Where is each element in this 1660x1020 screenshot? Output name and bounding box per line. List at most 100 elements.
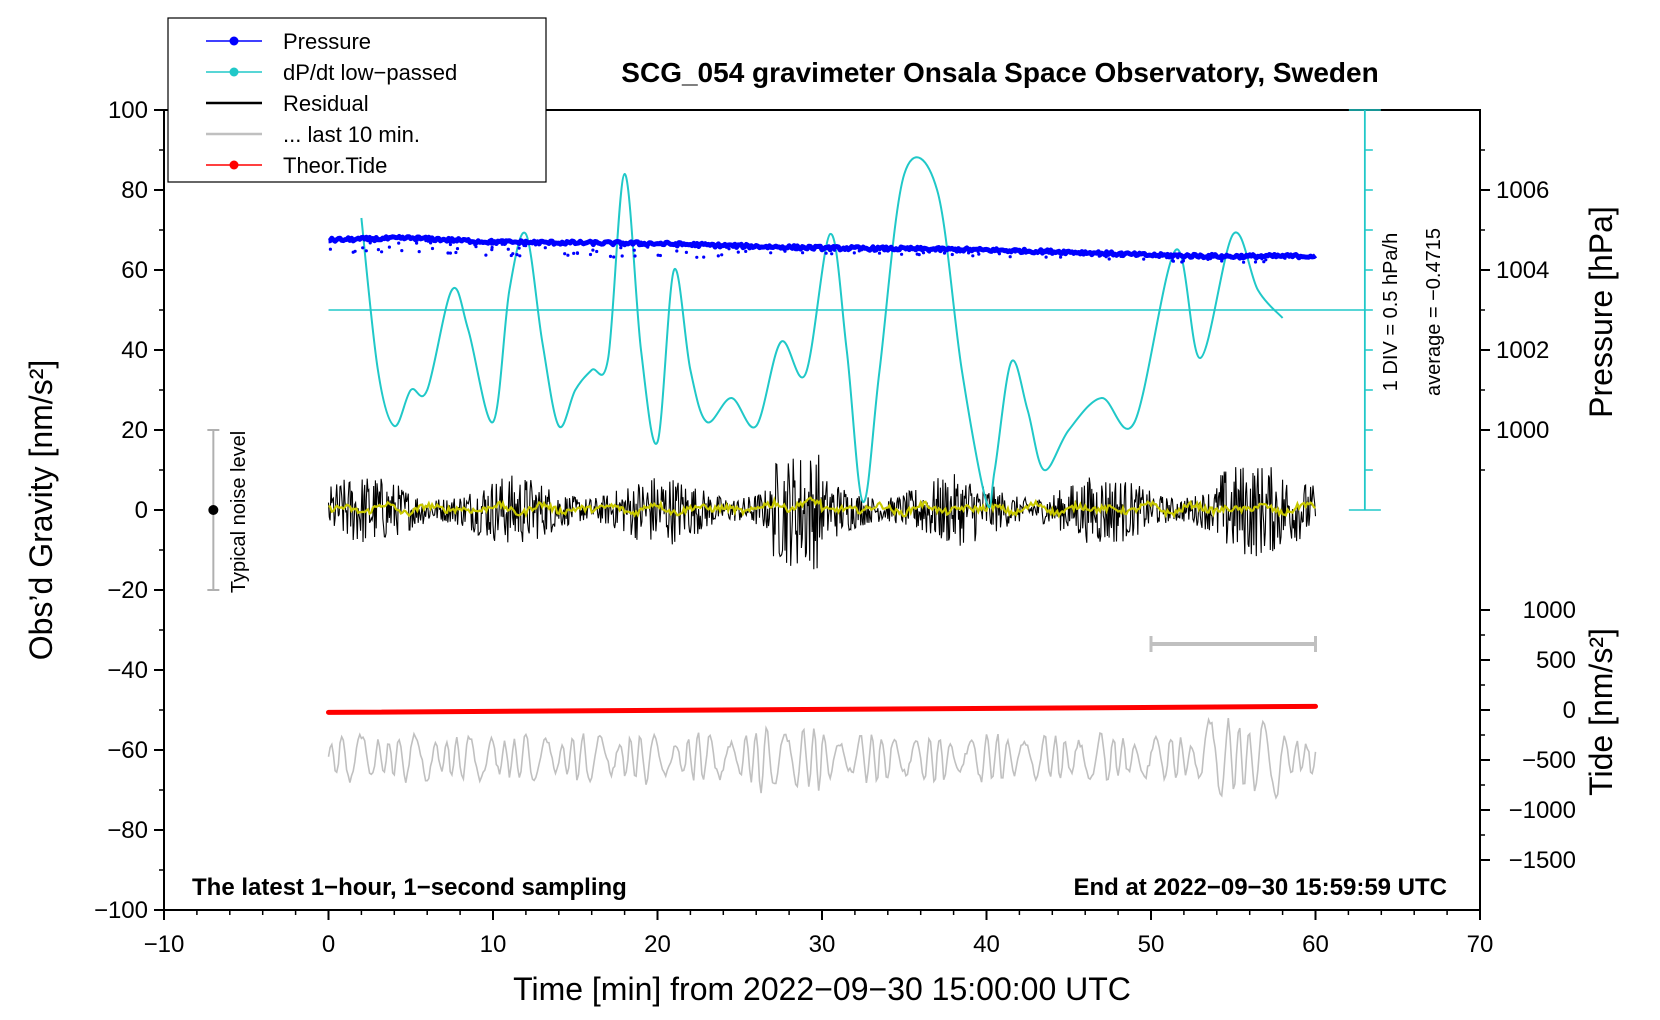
y-tick-label: 100 [108, 97, 148, 124]
pressure-point [328, 247, 332, 251]
y-tick-label: −40 [107, 657, 148, 684]
pressure-point [595, 249, 599, 254]
pressure-point [1165, 256, 1169, 260]
pressure-point [801, 251, 805, 255]
legend-marker [229, 67, 239, 77]
pressure-point [1262, 260, 1266, 264]
pressure-point [917, 253, 921, 257]
pressure-point [720, 253, 724, 257]
pressure-point [1206, 257, 1210, 261]
pressure-point [1171, 259, 1175, 263]
legend-marker [229, 160, 239, 170]
pressure-point [695, 255, 699, 259]
pressure-point [511, 252, 515, 256]
noise-label: Typical noise level [228, 431, 250, 593]
pressure-point [1097, 254, 1101, 258]
pressure-point [1220, 259, 1224, 263]
pressure-point [852, 251, 856, 255]
bottom-left-note: The latest 1−hour, 1−second sampling [192, 874, 627, 901]
pressure-point [900, 252, 904, 256]
pressure-point [832, 248, 837, 252]
y-tick-label: 40 [121, 337, 148, 364]
pressure-point [588, 252, 593, 257]
pressure-point [424, 239, 428, 243]
pressure-point [430, 246, 435, 251]
pressure-point [971, 254, 975, 258]
pressure-point [518, 254, 522, 258]
tide-axis-ticks: 1000 500 0 −500 −1000 −1500 [1480, 597, 1576, 874]
pressure-point [646, 245, 650, 249]
tide-tick-label: −1000 [1509, 797, 1576, 824]
pressure-point [515, 253, 519, 257]
residual-line [327, 454, 1317, 570]
series-dpdt [328, 156, 1365, 509]
legend-label: dP/dt low−passed [283, 60, 457, 85]
series-theor-tide [326, 703, 1318, 715]
residual-smoothed-line [328, 496, 1316, 519]
x-tick-label: 0 [322, 931, 335, 958]
pressure-point [1031, 250, 1035, 254]
pressure-point [930, 248, 934, 252]
pressure-point [1049, 251, 1053, 255]
pressure-point [727, 247, 731, 251]
div-label: 1 DIV = 0.5 hPa/h [1380, 233, 1402, 391]
y-tick-label: −60 [107, 737, 148, 764]
chart-title: SCG_054 gravimeter Onsala Space Observat… [621, 57, 1378, 88]
pressure-point [484, 253, 488, 257]
pressure-point [415, 238, 419, 242]
pressure-point [783, 249, 787, 253]
pressure-point [717, 244, 721, 248]
pressure-point [950, 252, 954, 257]
pressure-point [878, 248, 882, 252]
pressure-point [684, 250, 689, 254]
pressure-point [494, 241, 498, 245]
y-axis-ticks: −100 −80 −60 −40 −20 0 20 40 60 80 100 [94, 97, 164, 924]
pressure-point [575, 251, 580, 255]
pressure-point [1107, 257, 1111, 261]
y-tick-label: 80 [121, 177, 148, 204]
pressure-point [446, 251, 450, 255]
pressure-point [1229, 256, 1233, 260]
pressure-point [506, 247, 510, 251]
pressure-point [830, 252, 834, 256]
pressure-point [639, 243, 643, 248]
y-tick-label: 60 [121, 257, 148, 284]
pressure-point [658, 253, 663, 258]
tide-tick-label: 1000 [1523, 597, 1576, 624]
pressure-point [921, 251, 926, 255]
pressure-point [612, 255, 616, 259]
pressure-point [1119, 254, 1123, 258]
pressure-point [1176, 256, 1180, 260]
tide-tick-label: −1500 [1509, 847, 1576, 874]
pressure-point [620, 254, 624, 258]
pressure-point [904, 248, 908, 252]
pressure-point [977, 252, 981, 256]
pressure-point [771, 246, 775, 250]
tide-tick-label: 500 [1536, 647, 1576, 674]
bottom-right-note: End at 2022−09−30 15:59:59 UTC [1073, 874, 1447, 901]
series-residual [327, 454, 1317, 570]
last-10-min-line [327, 716, 1317, 800]
pressure-point [924, 247, 928, 251]
pressure-axis-label: Pressure [hPa] [1583, 206, 1619, 418]
x-tick-label: 70 [1467, 931, 1494, 958]
pressure-point [397, 241, 401, 245]
pressure-point [967, 251, 971, 255]
tide-tick-label: −500 [1522, 747, 1576, 774]
pressure-point [1008, 255, 1012, 259]
pressure-point [387, 245, 391, 249]
pressure-point [976, 250, 980, 254]
pressure-tick-label: 1004 [1496, 257, 1549, 284]
pressure-point [1010, 249, 1015, 253]
pressure-point [490, 245, 494, 250]
pressure-point [490, 242, 494, 246]
y-tick-label: −100 [94, 897, 148, 924]
pressure-tick-label: 1006 [1496, 177, 1549, 204]
y-tick-label: 20 [121, 417, 148, 444]
legend-label: Theor.Tide [283, 153, 387, 178]
pressure-point [1059, 255, 1063, 259]
pressure-point [675, 249, 679, 253]
theor-tide-line [326, 703, 1318, 715]
x-tick-label: 50 [1138, 931, 1165, 958]
